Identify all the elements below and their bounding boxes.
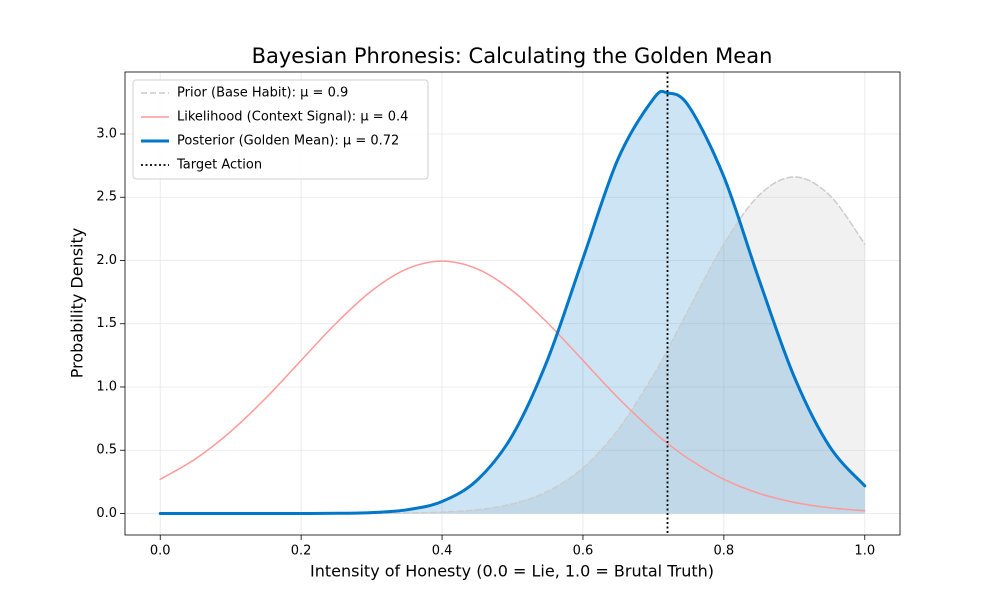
x-tick-label: 0.2 [291,544,312,559]
y-tick-label: 1.0 [96,379,117,394]
x-tick-label: 0.4 [432,544,453,559]
x-tick-label: 0.8 [714,544,735,559]
y-tick-label: 1.5 [96,316,117,331]
line [158,89,867,515]
x-axis-label: Intensity of Honesty (0.0 = Lie, 1.0 = B… [310,562,714,581]
x-tick-label: 0.0 [150,544,171,559]
legend-label: Posterior (Golden Mean): μ = 0.72 [177,134,399,149]
area-fill [160,176,865,514]
legend: Prior (Base Habit): μ = 0.9 Likelihood (C… [132,79,429,180]
chart-title: Bayesian Phronesis: Calculating the Gold… [252,44,773,68]
line [159,260,866,512]
area-fill [160,91,865,514]
y-tick-label: 2.5 [96,190,117,205]
legend-label: Likelihood (Context Signal): μ = 0.4 [177,110,408,125]
y-tick-label: 3.0 [96,126,117,141]
y-tick-label: 2.0 [96,253,117,268]
y-tick-label: 0.0 [96,506,117,521]
x-tick-label: 1.0 [854,544,875,559]
y-axis-label: Probability Density [68,228,87,379]
x-tick-label: 0.6 [573,544,594,559]
plot-frame [124,71,901,536]
y-tick-label: 0.5 [96,443,117,458]
legend-label: Prior (Base Habit): μ = 0.9 [177,86,348,101]
legend-box [132,79,429,180]
legend-label: Target Action [176,158,262,173]
